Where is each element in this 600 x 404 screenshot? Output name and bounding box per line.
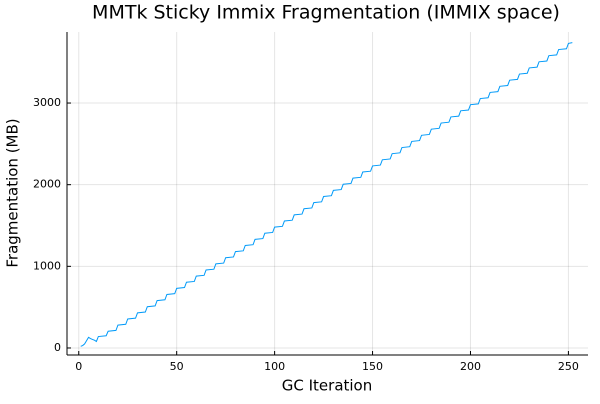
x-tick-label: 200 [460, 360, 481, 373]
y-tick-label: 1000 [33, 259, 61, 272]
y-axis-label: Fragmentation (MB) [4, 118, 22, 267]
x-tick-label: 150 [362, 360, 383, 373]
y-tick-label: 2000 [33, 178, 61, 191]
x-tick-label: 100 [264, 360, 285, 373]
data-line [80, 42, 573, 347]
x-tick-label: 0 [75, 360, 82, 373]
x-tick-label: 250 [558, 360, 579, 373]
x-axis-label: GC Iteration [282, 377, 373, 395]
y-tick-label: 3000 [33, 96, 61, 109]
chart-title: MMTk Sticky Immix Fragmentation (IMMIX s… [92, 2, 560, 24]
x-tick-label: 50 [170, 360, 184, 373]
y-tick-label: 0 [54, 341, 61, 354]
